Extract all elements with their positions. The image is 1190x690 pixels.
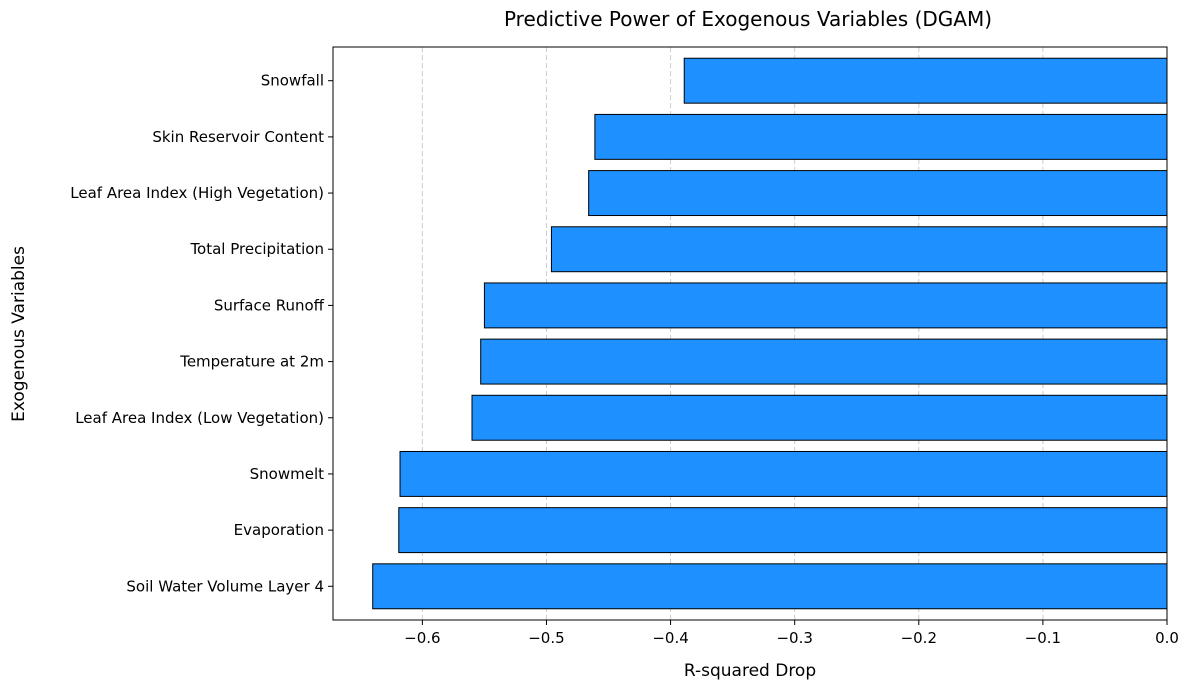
y-tick-label: Evaporation	[234, 521, 324, 539]
y-axis-label: Exogenous Variables	[9, 246, 29, 422]
bar	[471, 394, 1168, 441]
bar	[480, 338, 1168, 385]
y-tick-label: Total Precipitation	[189, 240, 324, 258]
bar	[372, 563, 1168, 610]
y-tick-label: Temperature at 2m	[179, 353, 324, 371]
bars	[372, 57, 1168, 610]
x-tick-label: −0.2	[901, 629, 937, 647]
chart-title: Predictive Power of Exogenous Variables …	[504, 7, 992, 31]
x-tick-label: −0.5	[528, 629, 564, 647]
x-tick-label: −0.6	[404, 629, 440, 647]
x-tick-label: −0.4	[652, 629, 688, 647]
bar	[594, 113, 1168, 160]
bar	[398, 507, 1168, 554]
bar	[550, 226, 1168, 273]
x-axis-ticks: −0.6 −0.5 −0.4 −0.3 −0.2 −0.1 0.0	[404, 620, 1179, 647]
bar	[588, 170, 1168, 217]
bar	[399, 450, 1168, 497]
y-tick-label: Surface Runoff	[214, 296, 325, 314]
plot-frame	[332, 46, 1168, 621]
y-tick-label: Snowfall	[261, 72, 324, 90]
y-tick-label: Skin Reservoir Content	[152, 128, 324, 146]
bar	[483, 282, 1168, 329]
x-axis-label: R-squared Drop	[684, 661, 816, 681]
y-tick-label: Soil Water Volume Layer 4	[126, 577, 324, 595]
y-tick-label: Leaf Area Index (High Vegetation)	[70, 184, 324, 202]
x-tick-label: −0.3	[776, 629, 812, 647]
x-tick-label: 0.0	[1155, 629, 1179, 647]
y-tick-label: Snowmelt	[250, 465, 324, 483]
x-tick-label: −0.1	[1025, 629, 1061, 647]
y-axis-ticks: Snowfall Skin Reservoir Content Leaf Area …	[70, 72, 333, 595]
y-tick-label: Leaf Area Index (Low Vegetation)	[75, 409, 324, 427]
bar	[683, 57, 1168, 104]
